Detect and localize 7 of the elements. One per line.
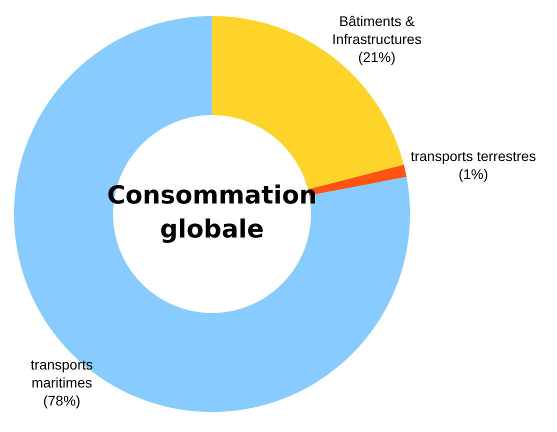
data-label: (1%) (458, 166, 488, 182)
data-label: (78%) (43, 392, 80, 408)
slice-label: transports maritimes (30, 356, 93, 390)
text: Consommation globale (107, 180, 317, 244)
slice-label: transports terrestres (410, 148, 536, 164)
slice-label: Bâtiments & Infrastructures (332, 13, 422, 48)
data-label: (21%) (358, 49, 396, 66)
